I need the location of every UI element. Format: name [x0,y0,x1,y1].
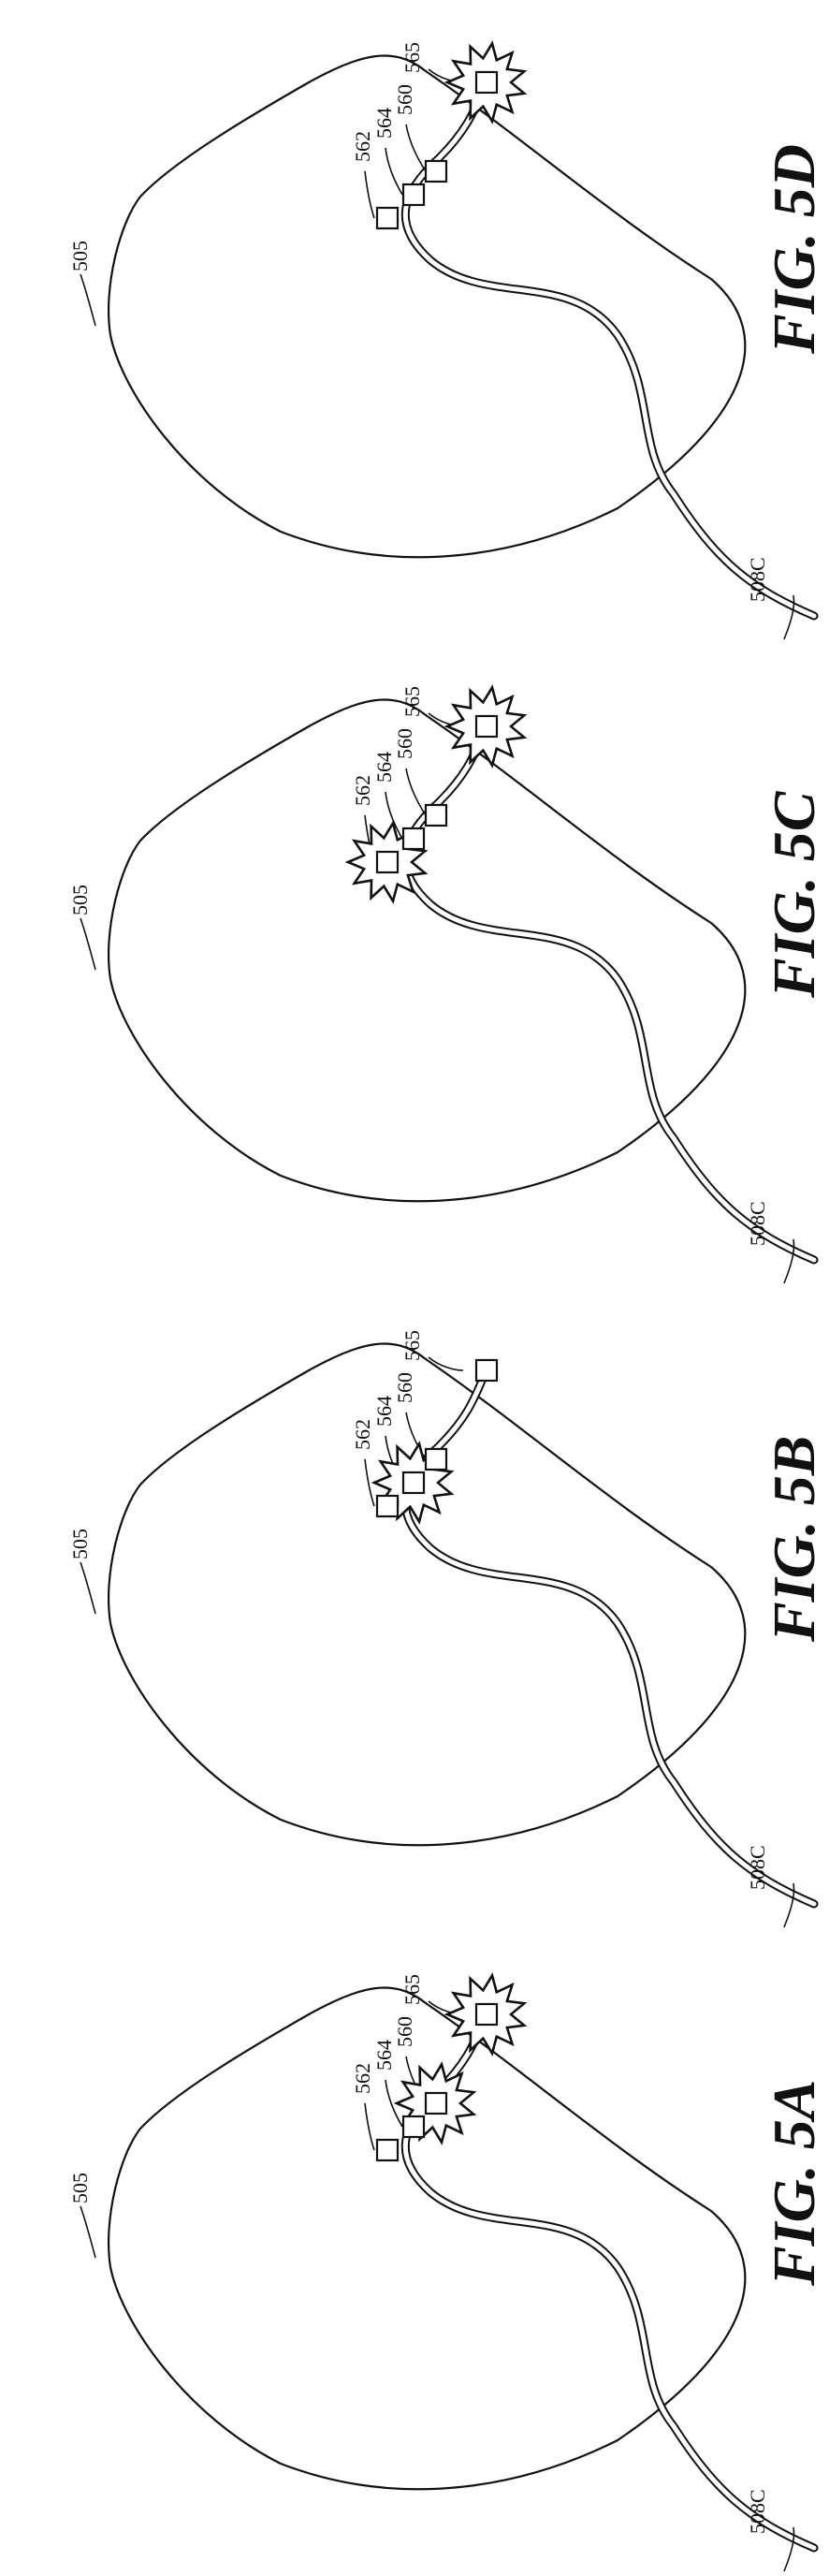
electrode-562 [377,1496,398,1516]
leader-line-564 [385,148,402,195]
ref-label-565: 565 [400,42,424,73]
leader-line-560 [406,124,426,171]
electrode-565 [476,1360,497,1381]
lead-wire-outer [405,726,814,1260]
electrode-560 [426,805,446,826]
ref-label-lead: 508C [746,1845,769,1890]
rotated-drawing: 508C505562564560565FIG. 5A508C5055625645… [68,42,827,2571]
electrode-564 [403,184,424,205]
ref-label-560: 560 [393,2016,416,2047]
ref-label-562: 562 [351,2063,374,2094]
ref-label-565: 565 [400,1330,424,1361]
lead-wire-outer [405,82,814,616]
ref-label-chamber: 505 [68,241,92,271]
electrode-564 [403,828,424,849]
leader-line-chamber [80,918,95,970]
electrode-560 [426,1449,446,1470]
electrode-565 [476,72,497,93]
electrode-562 [377,852,398,872]
figure-panel: 508C505562564560565FIG. 5D [68,42,827,639]
leader-line-562 [365,171,374,218]
leader-line-chamber [80,1562,95,1614]
heart-chamber-outline [109,55,745,557]
lead-wire-inner [405,82,814,616]
ref-label-562: 562 [351,1419,374,1450]
electrode-562 [377,208,398,228]
ref-label-565: 565 [400,686,424,717]
ref-label-lead: 508C [746,1201,769,1246]
electrode-560 [426,161,446,182]
ref-label-lead: 508C [746,2489,769,2534]
electrode-564 [403,1472,424,1493]
figure-panel: 508C505562564560565FIG. 5A [68,1974,827,2571]
heart-chamber-outline [109,1343,745,1845]
leader-line-560 [406,768,426,815]
lead-wire-outer [405,1370,814,1904]
figure-panels: 508C505562564560565FIG. 5A508C5055625645… [68,42,827,2571]
electrode-564 [403,2116,424,2137]
electrode-562 [377,2140,398,2160]
electrode-560 [426,2093,446,2114]
figure-panel: 508C505562564560565FIG. 5C [68,686,827,1283]
figure-caption: FIG. 5A [761,2080,827,2288]
figure-caption: FIG. 5C [761,790,827,999]
lead-wire-inner [405,1370,814,1904]
leader-line-chamber [80,274,95,326]
leader-line-562 [365,2103,374,2150]
ref-label-562: 562 [351,131,374,162]
ref-label-565: 565 [400,1974,424,2005]
figure-caption: FIG. 5D [761,144,827,355]
leader-line-chamber [80,2206,95,2258]
lead-wire-inner [405,726,814,1260]
heart-chamber-outline [109,699,745,1201]
ref-label-chamber: 505 [68,1529,92,1559]
ref-label-560: 560 [393,1372,416,1403]
ref-label-560: 560 [393,728,416,759]
heart-chamber-outline [109,1987,745,2489]
ref-label-chamber: 505 [68,2173,92,2203]
ref-label-560: 560 [393,84,416,115]
electrode-565 [476,2004,497,2025]
ref-label-562: 562 [351,775,374,806]
figure-caption: FIG. 5B [761,1436,827,1644]
electrode-565 [476,716,497,737]
figure-panel: 508C505562564560565FIG. 5B [68,1330,827,1927]
ref-label-lead: 508C [746,557,769,602]
ref-label-chamber: 505 [68,885,92,915]
